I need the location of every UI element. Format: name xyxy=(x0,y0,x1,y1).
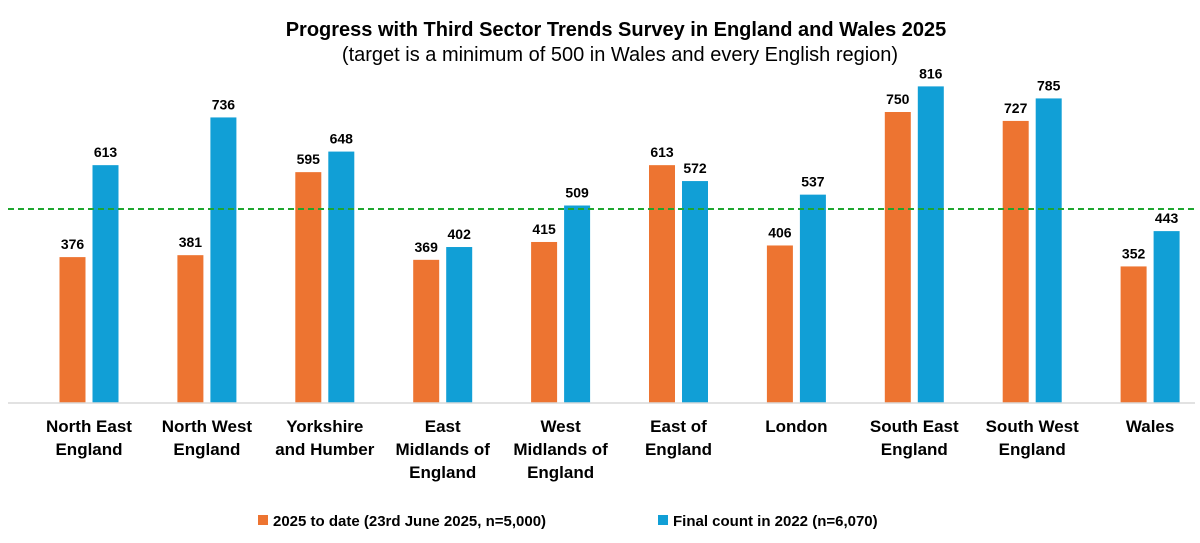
category-label-8: South West England xyxy=(986,417,1080,459)
bar-2022-7 xyxy=(917,86,944,403)
data-label-2025-8: 727 xyxy=(1004,100,1028,116)
bar-2022-9 xyxy=(1153,231,1180,403)
data-label-2025-6: 406 xyxy=(768,224,792,240)
category-label-4: West Midlands of England xyxy=(513,417,608,482)
data-label-2022-4: 509 xyxy=(565,185,589,201)
data-label-2022-2: 648 xyxy=(330,131,354,147)
data-label-2022-7: 816 xyxy=(919,65,943,81)
bar-2022-3 xyxy=(446,247,473,403)
legend-swatch-1 xyxy=(658,515,668,525)
bar-2025-6 xyxy=(766,245,793,403)
bar-2022-6 xyxy=(799,194,826,403)
data-label-2025-7: 750 xyxy=(886,91,910,107)
bar-2022-0 xyxy=(92,165,119,403)
bar-2025-7 xyxy=(884,112,911,403)
bar-2025-3 xyxy=(413,259,440,403)
bar-2022-5 xyxy=(682,181,708,403)
data-label-2022-3: 402 xyxy=(448,226,472,242)
data-label-2022-1: 736 xyxy=(212,96,236,112)
data-label-2022-9: 443 xyxy=(1155,210,1179,226)
bar-2025-2 xyxy=(295,172,322,403)
category-label-6: London xyxy=(765,417,827,436)
legend: 2025 to date (23rd June 2025, n=5,000) Fi… xyxy=(258,513,878,530)
category-label-2: Yorkshire and Humber xyxy=(275,417,375,459)
category-label-9: Wales xyxy=(1126,417,1175,436)
data-label-2022-0: 613 xyxy=(94,144,118,160)
bar-2025-5 xyxy=(649,165,675,403)
bar-2022-8 xyxy=(1035,98,1062,404)
data-label-2025-5: 613 xyxy=(650,144,674,160)
bar-2025-0 xyxy=(59,257,86,403)
data-label-2025-0: 376 xyxy=(61,236,85,252)
data-label-2025-9: 352 xyxy=(1122,245,1146,261)
category-label-1: North West England xyxy=(162,417,253,459)
bars-group xyxy=(59,86,1180,404)
bar-2025-4 xyxy=(531,241,558,403)
legend-swatch-0 xyxy=(258,515,268,525)
bar-2025-1 xyxy=(177,255,204,403)
legend-label-1: Final count in 2022 (n=6,070) xyxy=(673,513,878,530)
category-label-7: South East England xyxy=(870,417,959,459)
chart-subtitle: (target is a minimum of 500 in Wales and… xyxy=(342,44,898,66)
data-label-2022-5: 572 xyxy=(683,160,707,176)
data-label-2025-2: 595 xyxy=(297,151,321,167)
chart-title: Progress with Third Sector Trends Survey… xyxy=(286,19,947,41)
bar-2022-1 xyxy=(210,117,237,403)
category-label-0: North East England xyxy=(46,417,132,459)
category-labels-group: North East England North West England Yorksh… xyxy=(46,417,1174,482)
bar-2025-9 xyxy=(1120,266,1147,403)
bar-2025-8 xyxy=(1002,120,1029,403)
bar-2022-4 xyxy=(564,205,591,403)
legend-label-0: 2025 to date (23rd June 2025, n=5,000) xyxy=(273,513,546,530)
category-label-5: East of England xyxy=(645,417,712,459)
bar-2022-2 xyxy=(328,151,355,403)
data-label-2025-4: 415 xyxy=(532,221,556,237)
category-label-3: East Midlands of England xyxy=(395,417,490,482)
data-label-2025-3: 369 xyxy=(415,239,439,255)
data-label-2025-1: 381 xyxy=(179,234,203,250)
data-label-2022-8: 785 xyxy=(1037,77,1061,93)
data-label-2022-6: 537 xyxy=(801,174,825,190)
data-labels-group: 376 613 381 736 595 648 369 402 415 509 613 572 406 5… xyxy=(61,65,1179,261)
